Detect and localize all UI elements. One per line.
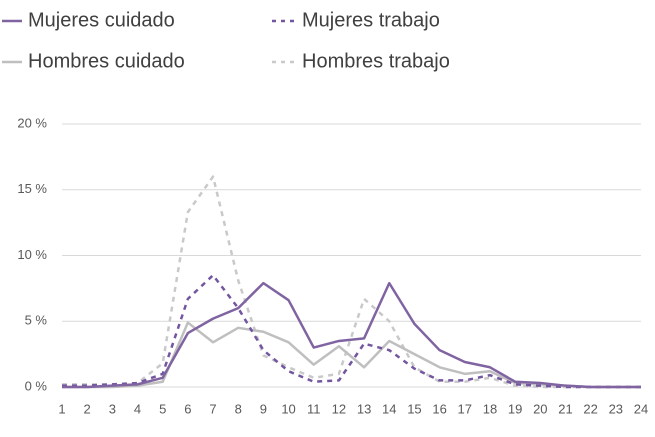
x-tick-label: 1	[58, 401, 65, 416]
x-tick-label: 17	[458, 401, 472, 416]
series-line	[62, 175, 641, 389]
x-tick-label: 9	[260, 401, 267, 416]
y-tick-label: 0 %	[25, 378, 48, 393]
y-tick-label: 10 %	[17, 247, 47, 262]
x-tick-label: 15	[407, 401, 421, 416]
x-tick-label: 3	[109, 401, 116, 416]
series-line	[62, 273, 641, 389]
y-tick-label: 20 %	[17, 115, 47, 130]
series-line	[62, 321, 641, 389]
legend-label: Mujeres trabajo	[302, 9, 440, 31]
x-tick-label: 2	[84, 401, 91, 416]
x-tick-label: 20	[533, 401, 547, 416]
legend-label: Hombres trabajo	[302, 50, 450, 72]
x-tick-label: 13	[357, 401, 371, 416]
legend-label: Hombres cuidado	[28, 50, 185, 72]
series-line	[62, 281, 641, 389]
x-tick-label: 19	[508, 401, 522, 416]
x-tick-label: 7	[209, 401, 216, 416]
x-tick-label: 18	[483, 401, 497, 416]
y-tick-label: 15 %	[17, 181, 47, 196]
x-tick-label: 10	[281, 401, 295, 416]
x-tick-label: 14	[382, 401, 396, 416]
x-tick-label: 6	[184, 401, 191, 416]
x-tick-label: 11	[307, 401, 321, 416]
x-tick-label: 12	[332, 401, 346, 416]
x-tick-label: 5	[159, 401, 166, 416]
x-tick-label: 22	[583, 401, 597, 416]
x-tick-label: 4	[134, 401, 141, 416]
y-tick-label: 5 %	[25, 313, 48, 328]
x-tick-label: 24	[634, 401, 648, 416]
x-tick-label: 8	[235, 401, 242, 416]
x-tick-label: 23	[609, 401, 623, 416]
x-tick-label: 16	[432, 401, 446, 416]
x-tick-label: 21	[558, 401, 572, 416]
legend-label: Mujeres cuidado	[28, 9, 175, 31]
